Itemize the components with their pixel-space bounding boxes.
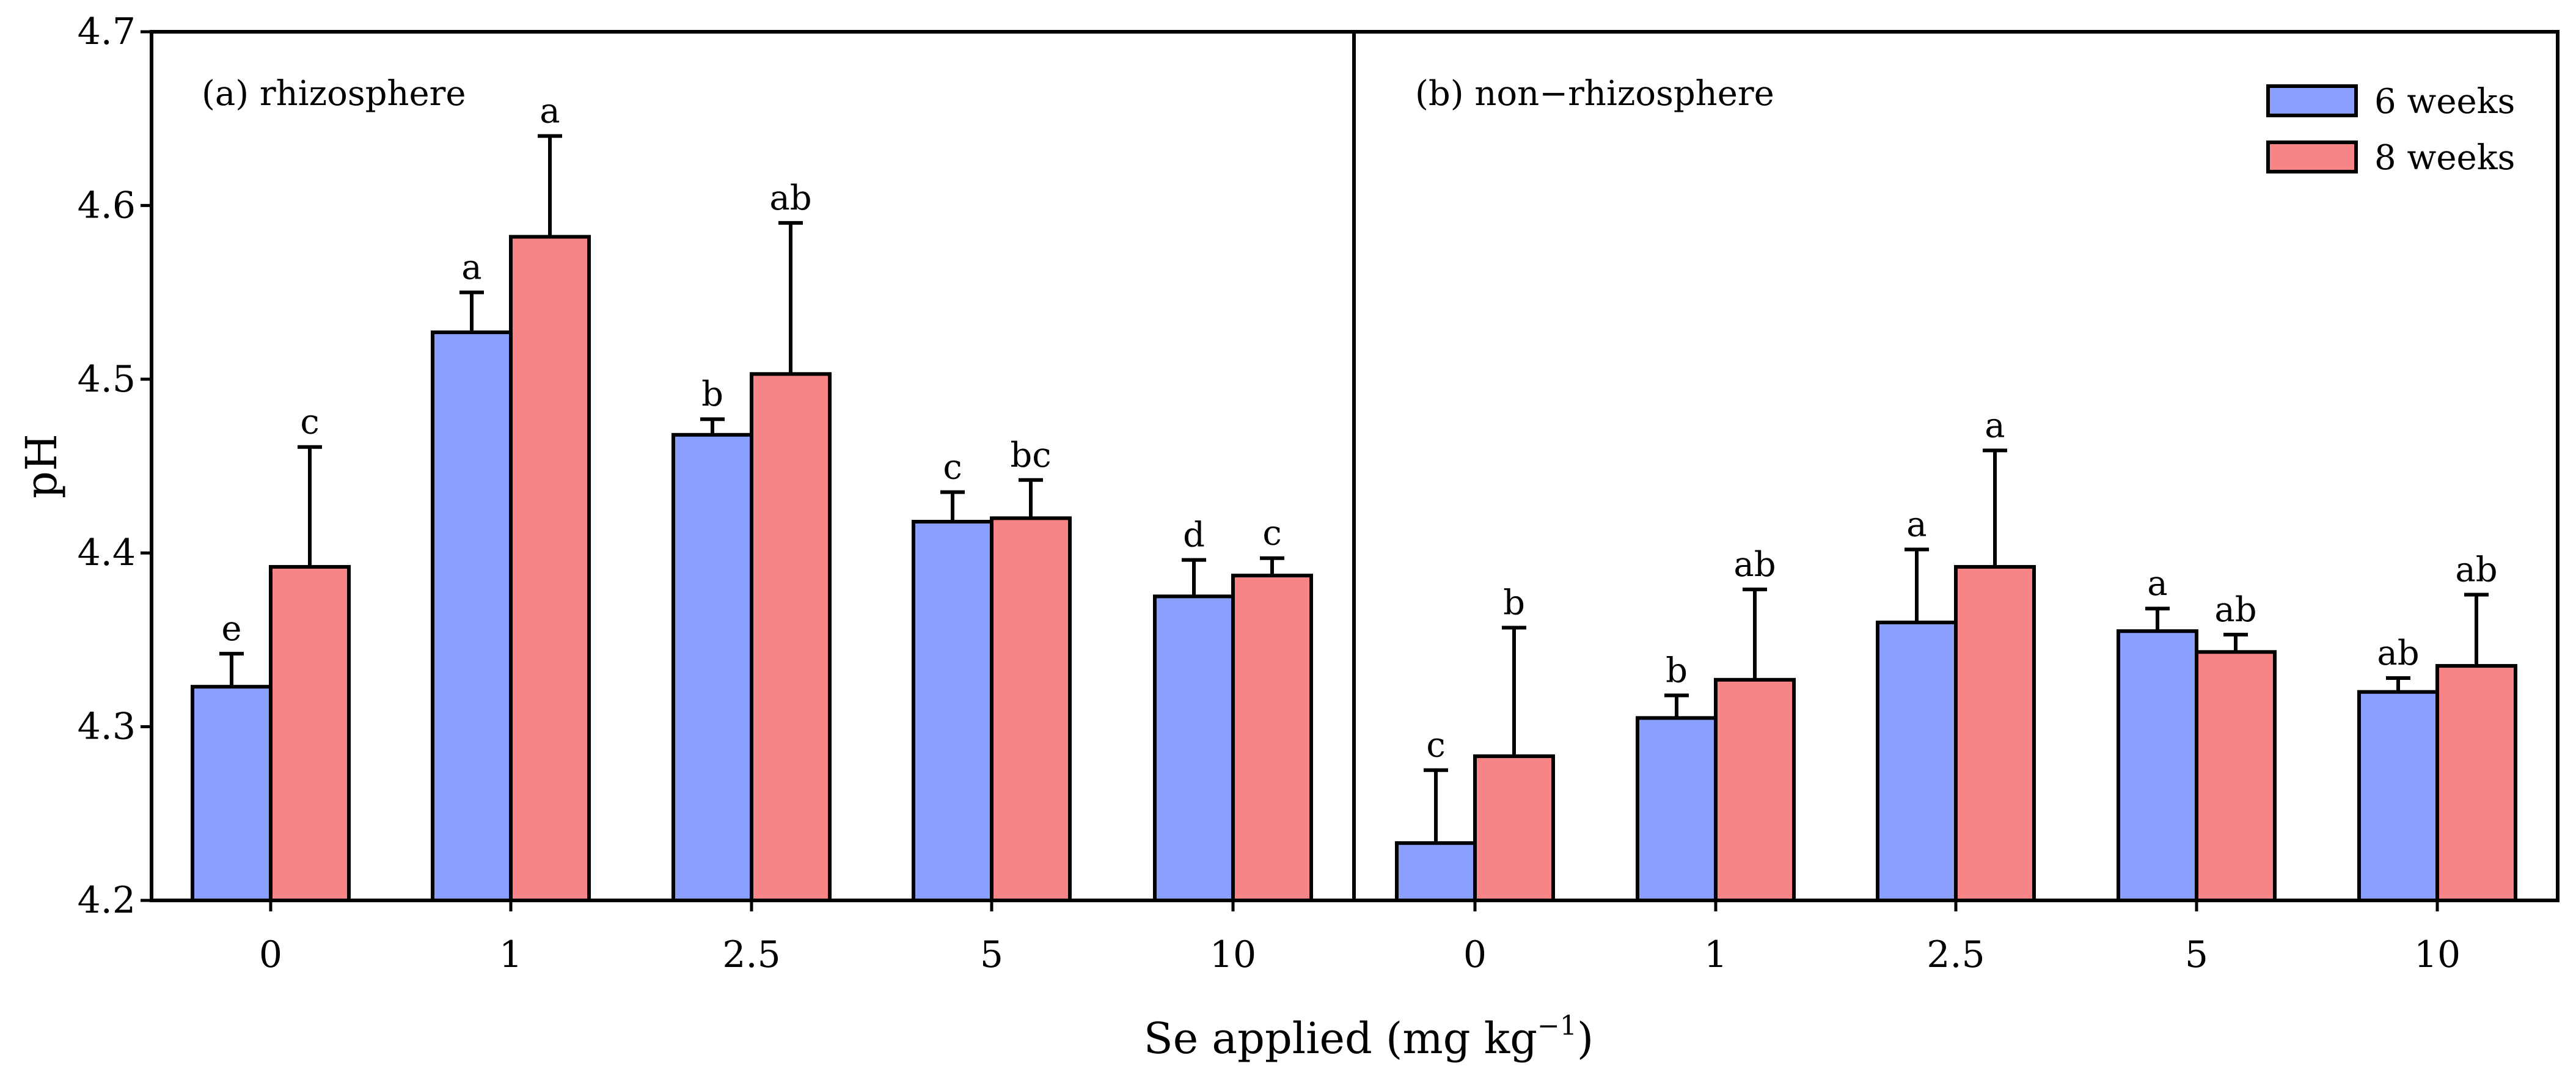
x-tick-label: 2.5 (722, 933, 780, 976)
bar-6-weeks (431, 330, 513, 902)
bar-8-weeks (509, 235, 591, 902)
y-axis-title: pH (16, 434, 67, 498)
x-axis-title-close: ) (1577, 1013, 1594, 1064)
significance-letter: ab (2377, 633, 2419, 673)
bar-8-weeks (269, 564, 351, 902)
legend-swatch-8-weeks (2266, 140, 2358, 173)
significance-letter: a (1906, 505, 1927, 545)
x-tick-label: 10 (1210, 933, 1256, 976)
significance-letter: c (300, 403, 319, 442)
bar-6-weeks (1876, 620, 1958, 903)
panel-label: (a) rhizosphere (202, 74, 466, 114)
significance-letter: ab (2214, 590, 2256, 630)
significance-letter: ab (1733, 545, 1776, 585)
y-tick-label: 4.2 (78, 879, 136, 922)
x-tick-label: 1 (1704, 933, 1727, 976)
x-tick-label: 0 (1463, 933, 1487, 976)
significance-letter: b (1503, 583, 1525, 622)
significance-letter: a (1985, 406, 2005, 445)
y-axis: 4.2 4.3 4.4 4.5 4.6 4.7 (78, 10, 152, 922)
bar-6-weeks (1636, 716, 1718, 902)
bar-8-weeks (2195, 650, 2277, 902)
x-axis-title: Se applied (mg kg−1) (1144, 1010, 1594, 1064)
x-axis-title-superscript: −1 (1537, 1010, 1577, 1042)
bar-6-weeks (1153, 594, 1235, 902)
y-tick-label: 4.7 (78, 10, 136, 53)
significance-letter: ab (2455, 550, 2497, 589)
bar-6-weeks (671, 432, 753, 902)
bar-6-weeks (191, 685, 273, 902)
bars (191, 235, 2517, 903)
significance-letter: b (1666, 651, 1688, 690)
error-bars (219, 134, 2489, 844)
bar-8-weeks (990, 516, 1072, 902)
significance-letter: b (701, 374, 723, 414)
significance-letter: c (1262, 514, 1281, 553)
legend-label-8-weeks: 8 weeks (2374, 138, 2515, 178)
panel-label: (b) non−rhizosphere (1415, 74, 1774, 114)
bar-6-weeks (2117, 629, 2198, 903)
panel-labels: (a) rhizosphere (b) non−rhizosphere (202, 74, 1774, 114)
x-tick-label: 5 (980, 933, 1003, 976)
significance-letter: c (1426, 726, 1445, 765)
legend: 6 weeks 8 weeks (2266, 82, 2515, 178)
x-tick-label: 10 (2414, 933, 2461, 976)
significance-letter: d (1183, 516, 1205, 555)
significance-letter: bc (1010, 436, 1051, 475)
bar-8-weeks (1714, 677, 1796, 902)
bar-6-weeks (1395, 841, 1477, 902)
significance-letter: a (461, 248, 481, 288)
x-tick-label: 2.5 (1927, 933, 1985, 976)
x-axis-title-main: Se applied (mg kg (1144, 1013, 1537, 1064)
significance-letter: a (2147, 564, 2167, 604)
significance-letter: c (943, 448, 962, 487)
x-tick-label: 5 (2185, 933, 2208, 976)
x-tick-label: 1 (499, 933, 522, 976)
x-tick-label: 0 (259, 933, 282, 976)
bar-8-weeks (1954, 564, 2036, 902)
x-axis: 0 1 2.5 5 10 0 1 2.5 5 10 (259, 900, 2461, 976)
significance-letter: a (540, 92, 560, 131)
y-tick-label: 4.5 (78, 358, 136, 401)
legend-swatch-6-weeks (2266, 84, 2358, 117)
bar-8-weeks (2435, 664, 2517, 903)
significance-letter: e (221, 609, 241, 649)
y-tick-label: 4.4 (78, 531, 136, 574)
legend-label-6-weeks: 6 weeks (2374, 82, 2515, 122)
bar-6-weeks (912, 520, 993, 902)
bar-6-weeks (2357, 690, 2439, 902)
y-tick-label: 4.6 (78, 184, 136, 227)
bar-8-weeks (1473, 754, 1555, 902)
bar-8-weeks (1231, 574, 1313, 902)
bar-8-weeks (750, 372, 832, 902)
significance-letter: ab (769, 178, 811, 218)
y-tick-label: 4.3 (78, 706, 136, 748)
